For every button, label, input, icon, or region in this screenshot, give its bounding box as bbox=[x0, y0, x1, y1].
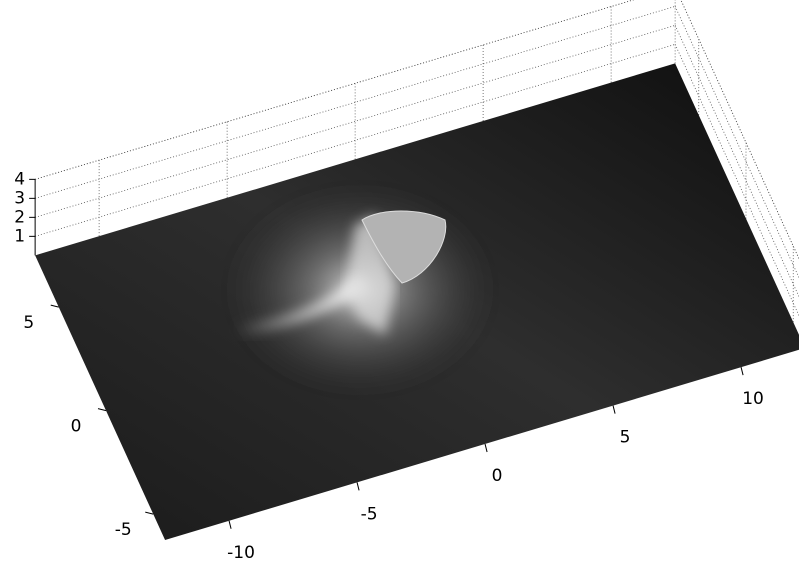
surface-cone bbox=[361, 210, 447, 284]
x-tick bbox=[356, 482, 360, 491]
z-tick-label: 4 bbox=[14, 169, 25, 189]
grid-layer bbox=[35, 0, 799, 323]
grid-line bbox=[674, 25, 799, 298]
x-tick bbox=[740, 367, 744, 376]
grid-line bbox=[35, 43, 676, 237]
surface-streak bbox=[235, 275, 365, 335]
z-tick-label: 1 bbox=[14, 226, 25, 246]
y-tick bbox=[50, 304, 59, 308]
x-tick-label: 10 bbox=[742, 389, 764, 409]
x-tick bbox=[228, 520, 232, 529]
grid-line bbox=[680, 0, 799, 260]
y-tick-label: -5 bbox=[115, 520, 132, 540]
y-tick-label: 5 bbox=[23, 313, 34, 333]
x-tick bbox=[612, 405, 616, 414]
x-tick-label: -10 bbox=[227, 543, 255, 563]
y-tick bbox=[97, 408, 107, 412]
z-tick-label: 3 bbox=[14, 188, 25, 208]
grid-line bbox=[674, 44, 799, 317]
surface-layer bbox=[35, 63, 799, 540]
y-tick bbox=[145, 511, 154, 515]
x-tick bbox=[484, 443, 488, 453]
y-tick-label: 0 bbox=[71, 417, 82, 437]
x-tick-label: 0 bbox=[492, 466, 503, 486]
grid-line bbox=[35, 5, 676, 199]
z-tick-label: 2 bbox=[14, 207, 25, 227]
grid-line bbox=[35, 0, 635, 180]
grid-line bbox=[674, 6, 799, 279]
x-tick-label: 5 bbox=[620, 428, 631, 448]
x-tick-label: -5 bbox=[361, 504, 378, 524]
grid-line bbox=[35, 24, 676, 218]
